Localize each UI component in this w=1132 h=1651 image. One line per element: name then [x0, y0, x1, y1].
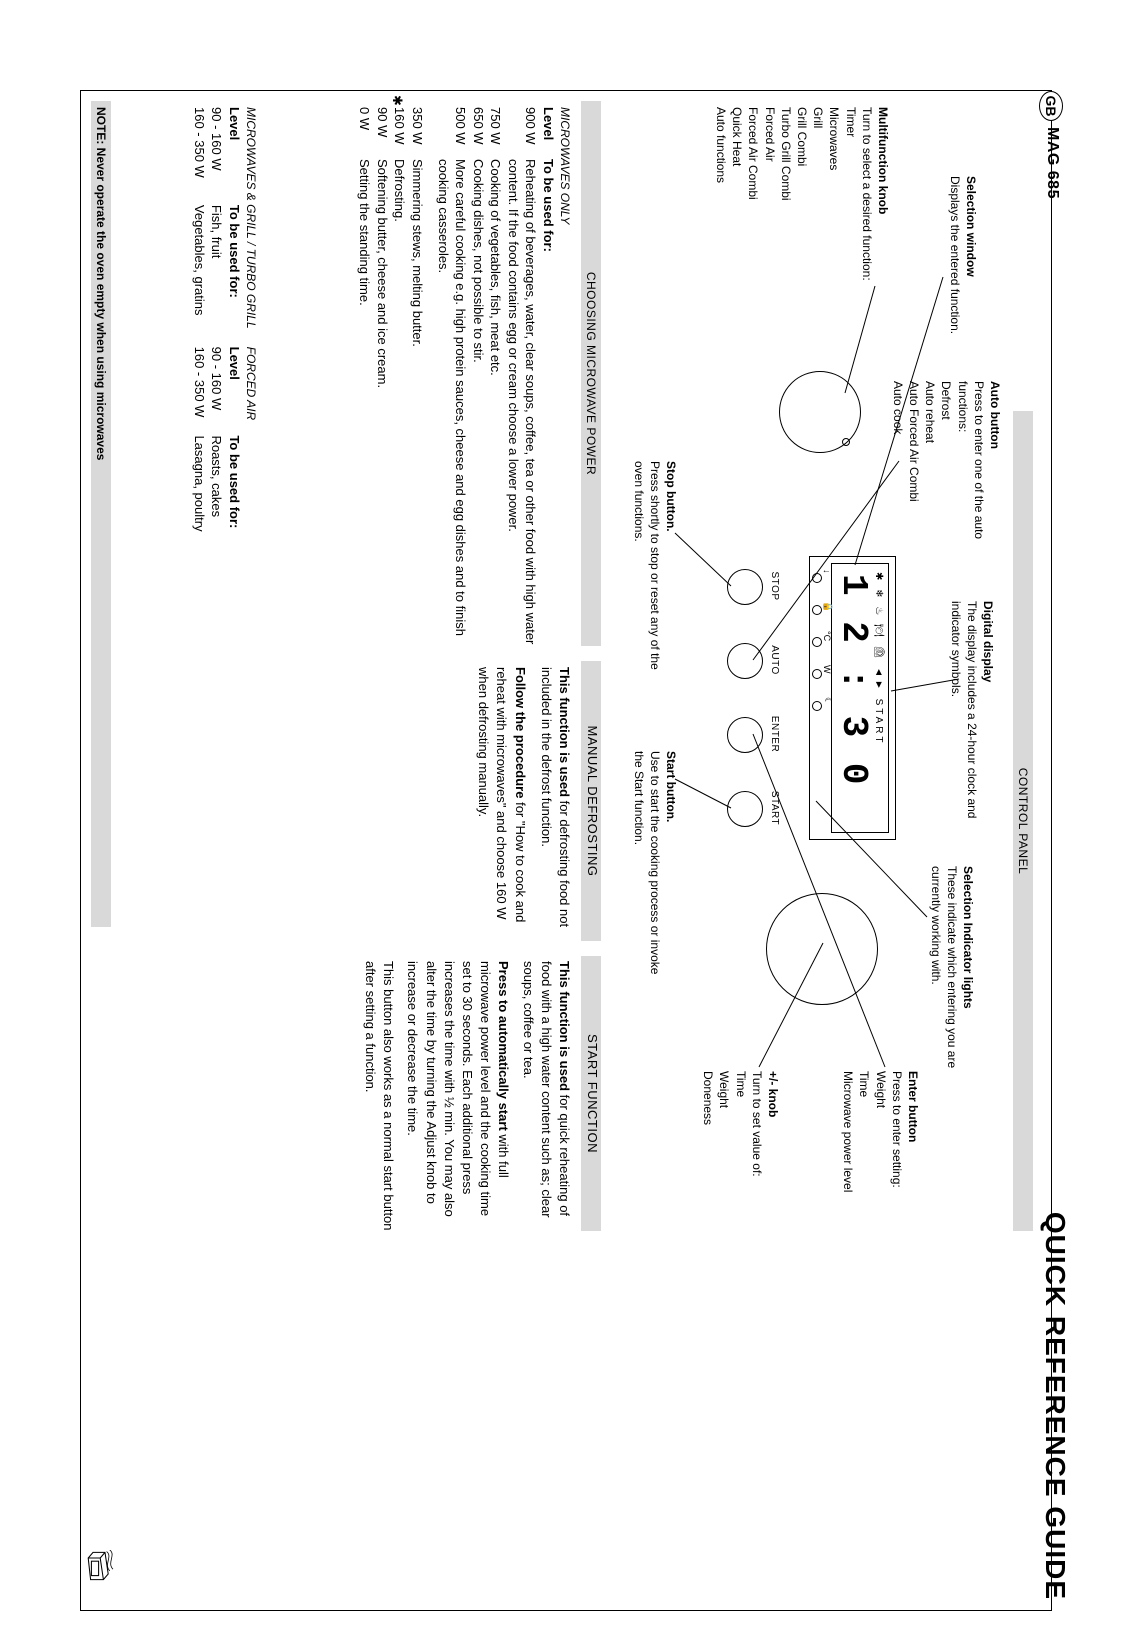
- lcd-mode-icons: ✱ ❄ ♨ 🍽 ⏲ ◄► START: [873, 572, 884, 745]
- section-control-panel: CONTROL PANEL: [1013, 411, 1033, 1231]
- adjust-knob: [766, 893, 878, 1005]
- power-row: 900 WReheating of beverages, water, clea…: [504, 107, 539, 647]
- section-manual-defrost: MANUAL DEFROSTING: [581, 661, 601, 941]
- callout-stop-button: Stop button. Press shortly to stop or re…: [630, 461, 679, 681]
- panel-frame: ✱ ❄ ♨ 🍽 ⏲ ◄► START 1 2 : 3 0 ↓ 🔒 °C W ☾: [809, 556, 896, 840]
- multifunction-knob: [779, 371, 861, 453]
- power-row: ✱160 WDefrosting.: [391, 107, 409, 647]
- callout-selection-window: Selection window Displays the entered fu…: [947, 176, 979, 376]
- page-title: QUICK REFERENCE GUIDE: [1039, 1212, 1071, 1600]
- callout-start-button: Start button. Use to start the cooking p…: [630, 751, 679, 991]
- auto-button: [727, 643, 763, 679]
- callout-adjust-knob: +/- knob Turn to set value of: Time Weig…: [700, 1071, 781, 1231]
- start-label: START: [769, 778, 780, 838]
- power-row: 500 WMore careful cooking e.g. high prot…: [434, 107, 469, 647]
- auto-label: AUTO: [769, 630, 780, 690]
- enter-label: ENTER: [769, 704, 780, 764]
- grill-row: 160 - 350 WVegetables, gratins160 - 350 …: [190, 107, 208, 550]
- lcd-frame: ✱ ❄ ♨ 🍽 ⏲ ◄► START 1 2 : 3 0: [831, 563, 889, 833]
- callout-indicator-lights: Selection Indicator lights These indicat…: [927, 866, 976, 1096]
- defrost-asterisk: ✱: [389, 95, 407, 106]
- section-choosing-power: CHOOSING MICROWAVE POWER: [581, 101, 601, 646]
- model-number: MAG 685: [1043, 127, 1061, 199]
- callout-digital-display: Digital display The display includes a 2…: [947, 601, 996, 831]
- lcd-digits: 1 2 : 3 0: [833, 574, 874, 786]
- power-row: 650 WCooking dishes, not possible to sti…: [469, 107, 487, 647]
- stop-button: [727, 569, 763, 605]
- start-function-text: This function is used for quick reheatin…: [361, 961, 573, 1231]
- callout-multifunction: Multifunction knob Turn to select a desi…: [713, 107, 891, 337]
- callout-auto-button: Auto button Press to enter one of the au…: [890, 381, 1003, 581]
- power-row: 0 WSetting the standing time.: [356, 107, 374, 647]
- start-button: [727, 791, 763, 827]
- footer-note: NOTE: Never operate the oven empty when …: [91, 101, 111, 927]
- section-start-function: START FUNCTION: [581, 956, 601, 1231]
- grill-forcedair-table: MICROWAVES & GRILL / TURBO GRILL FORCED …: [190, 107, 259, 647]
- callout-enter-button: Enter button Press to enter setting: Wei…: [840, 1071, 921, 1241]
- power-row: 350 WSimmering stews, melting butter.: [408, 107, 426, 647]
- stop-label: STOP: [769, 556, 780, 616]
- grill-row: 90 - 160 WFish, fruit90 - 160 WRoasts, c…: [208, 107, 226, 550]
- microwave-power-table: MICROWAVES ONLY Level To be used for: 90…: [356, 107, 573, 647]
- oven-icon: [87, 1550, 115, 1582]
- manual-defrosting-text: This function is used for defrosting foo…: [474, 667, 573, 939]
- power-row: 750 WCooking of vegetables, fish, meat e…: [487, 107, 505, 647]
- indicator-row: ↓ 🔒 °C W ☾: [812, 565, 830, 831]
- power-row: 90 WSoftening butter, cheese and ice cre…: [373, 107, 391, 647]
- country-badge: GB: [1039, 91, 1063, 121]
- enter-button: [727, 717, 763, 753]
